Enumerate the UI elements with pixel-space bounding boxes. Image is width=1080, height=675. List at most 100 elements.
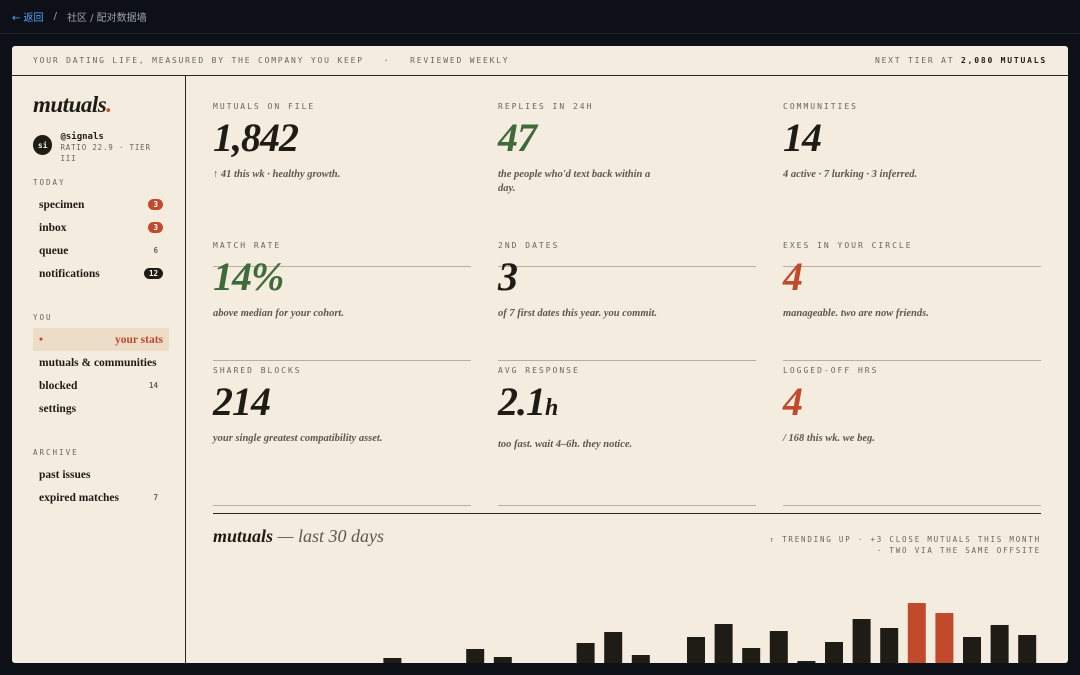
badge: 3: [148, 199, 163, 210]
nav-label: specimen: [39, 198, 85, 211]
user: si @signals RATIO 22.9 · TIER III: [33, 132, 169, 164]
bar: [769, 631, 788, 663]
stat-label: LOGGED-OFF HRS: [783, 366, 879, 375]
stat-description: 4 active · 7 lurking · 3 inferred.: [783, 169, 918, 180]
logo-dot: .: [106, 92, 112, 117]
stat-value: 4: [783, 255, 1041, 299]
stat-number: 214: [213, 379, 271, 424]
stat-card: MATCH RATE 14% above median for your cohor…: [213, 241, 471, 361]
panel: YOUR DATING LIFE, MEASURED BY THE COMPAN…: [12, 46, 1068, 663]
nav-item[interactable]: notifications 12: [33, 262, 169, 285]
nav-item[interactable]: expired matches 7: [33, 486, 169, 509]
bar: [935, 613, 954, 663]
section-title: TODAY: [33, 178, 66, 187]
cadence: REVIEWED WEEKLY: [410, 56, 510, 65]
nav-label: queue: [39, 244, 69, 257]
chart-notes: ↑ TRENDING UP · +3 CLOSE MUTUALS THIS MO…: [769, 534, 1041, 556]
nav-label: settings: [39, 402, 77, 415]
marker: •: [39, 333, 44, 346]
logo-text: mutuals: [33, 92, 107, 117]
stat-value: 14: [783, 116, 1041, 160]
nav-label: past issues: [39, 468, 91, 481]
nav-item[interactable]: specimen 3: [33, 193, 169, 216]
stat-description: ↑ 41 this wk · healthy growth.: [213, 169, 341, 180]
bar: [576, 643, 595, 663]
stat-number: 14: [783, 115, 822, 160]
bar: [907, 603, 926, 663]
bar: [797, 661, 816, 663]
nav-item[interactable]: queue 6: [33, 239, 169, 262]
nav-item[interactable]: settings: [33, 397, 169, 420]
sidebar: mutuals. si @signals RATIO 22.9 · TIER II…: [12, 76, 186, 663]
stat-card: MUTUALS ON FILE 1,842 ↑ 41 this wk · healt…: [213, 102, 471, 267]
chart-title-main: mutuals: [213, 526, 274, 546]
stat-value: 3: [498, 255, 756, 299]
stat-value: 47: [498, 116, 756, 160]
stat-label: COMMUNITIES: [783, 102, 858, 111]
nav-item[interactable]: mutuals & communities: [33, 351, 169, 374]
nav-item[interactable]: inbox 3: [33, 216, 169, 239]
stat-value: 2.1h: [498, 380, 756, 430]
user-info: @signals RATIO 22.9 · TIER III: [60, 132, 169, 164]
stat-description: / 168 this wk. we beg.: [783, 433, 875, 444]
stat-label: EXES IN YOUR CIRCLE: [783, 241, 913, 250]
breadcrumb: 社区 / 配对数据墙: [66, 13, 147, 24]
stat-label: REPLIES IN 24H: [498, 102, 594, 111]
user-meta: RATIO 22.9 · TIER III: [60, 143, 151, 163]
chart-note: · TWO VIA THE SAME OFFSITE: [876, 546, 1041, 555]
avatar: si: [33, 135, 53, 155]
chart: mutuals — last 30 days ↑ TRENDING UP · +…: [213, 513, 1041, 555]
stat-value: 1,842: [213, 116, 471, 160]
spacer: [33, 285, 169, 299]
bar: [742, 648, 761, 663]
stat-unit: h: [545, 395, 558, 421]
bar: [687, 637, 705, 663]
stat-label: MUTUALS ON FILE: [213, 102, 316, 111]
chart-title: mutuals — last 30 days: [213, 526, 384, 547]
bar: [880, 628, 899, 663]
separator: /: [53, 11, 57, 22]
back-link[interactable]: ← 返回: [12, 13, 44, 24]
logo: mutuals.: [33, 92, 169, 118]
stat-label: AVG RESPONSE: [498, 366, 580, 375]
stat-description: your single greatest compatibility asset…: [213, 433, 383, 444]
badge: 6: [153, 246, 158, 255]
nav: TODAY specimen 3 inbox 3 queue 6 notifications 1…: [33, 178, 169, 509]
tagline: YOUR DATING LIFE, MEASURED BY THE COMPAN…: [33, 56, 364, 65]
bar: [383, 658, 402, 663]
bar-chart: [383, 603, 1037, 663]
stat-label: 2ND DATES: [498, 241, 560, 250]
badge: 7: [153, 493, 158, 502]
topbar: ← 返回 / 社区 / 配对数据墙: [0, 0, 1080, 34]
stat-card: EXES IN YOUR CIRCLE 4 manageable. two are …: [783, 241, 1041, 361]
header: YOUR DATING LIFE, MEASURED BY THE COMPAN…: [12, 46, 1068, 76]
nav-label: notifications: [39, 267, 100, 280]
bar: [631, 655, 650, 663]
bar: [990, 625, 1009, 663]
stat-number: 3: [498, 254, 518, 299]
nav-label: mutuals & communities: [39, 356, 157, 369]
bar: [604, 632, 623, 663]
bar: [714, 624, 733, 663]
stat-description: above median for your cohort.: [213, 308, 344, 319]
nav-item[interactable]: past issues: [33, 463, 169, 486]
stat-label: MATCH RATE: [213, 241, 282, 250]
stat-value: 214: [213, 380, 471, 424]
header-left: YOUR DATING LIFE, MEASURED BY THE COMPAN…: [33, 56, 509, 65]
section-title: YOU: [33, 313, 53, 322]
bar: [1018, 635, 1037, 663]
nav-label: inbox: [39, 221, 67, 234]
stat-description: of 7 first dates this year. you commit.: [498, 308, 657, 319]
nav-item[interactable]: blocked 14: [33, 374, 169, 397]
stat-description: the people who'd text back within a day.: [498, 169, 651, 194]
badge: 12: [143, 268, 163, 279]
nav-item[interactable]: • your stats: [33, 328, 169, 351]
stat-description: manageable. two are now friends.: [783, 308, 929, 319]
nav-label: expired matches: [39, 491, 119, 504]
next-value: 2,080 MUTUALS: [960, 56, 1047, 65]
stat-card: 2ND DATES 3 of 7 first dates this year. yo…: [498, 241, 756, 361]
stat-card: LOGGED-OFF HRS 4 / 168 this wk. we beg.: [783, 366, 1041, 506]
bar: [963, 637, 981, 663]
stat-number: 4: [783, 379, 803, 424]
